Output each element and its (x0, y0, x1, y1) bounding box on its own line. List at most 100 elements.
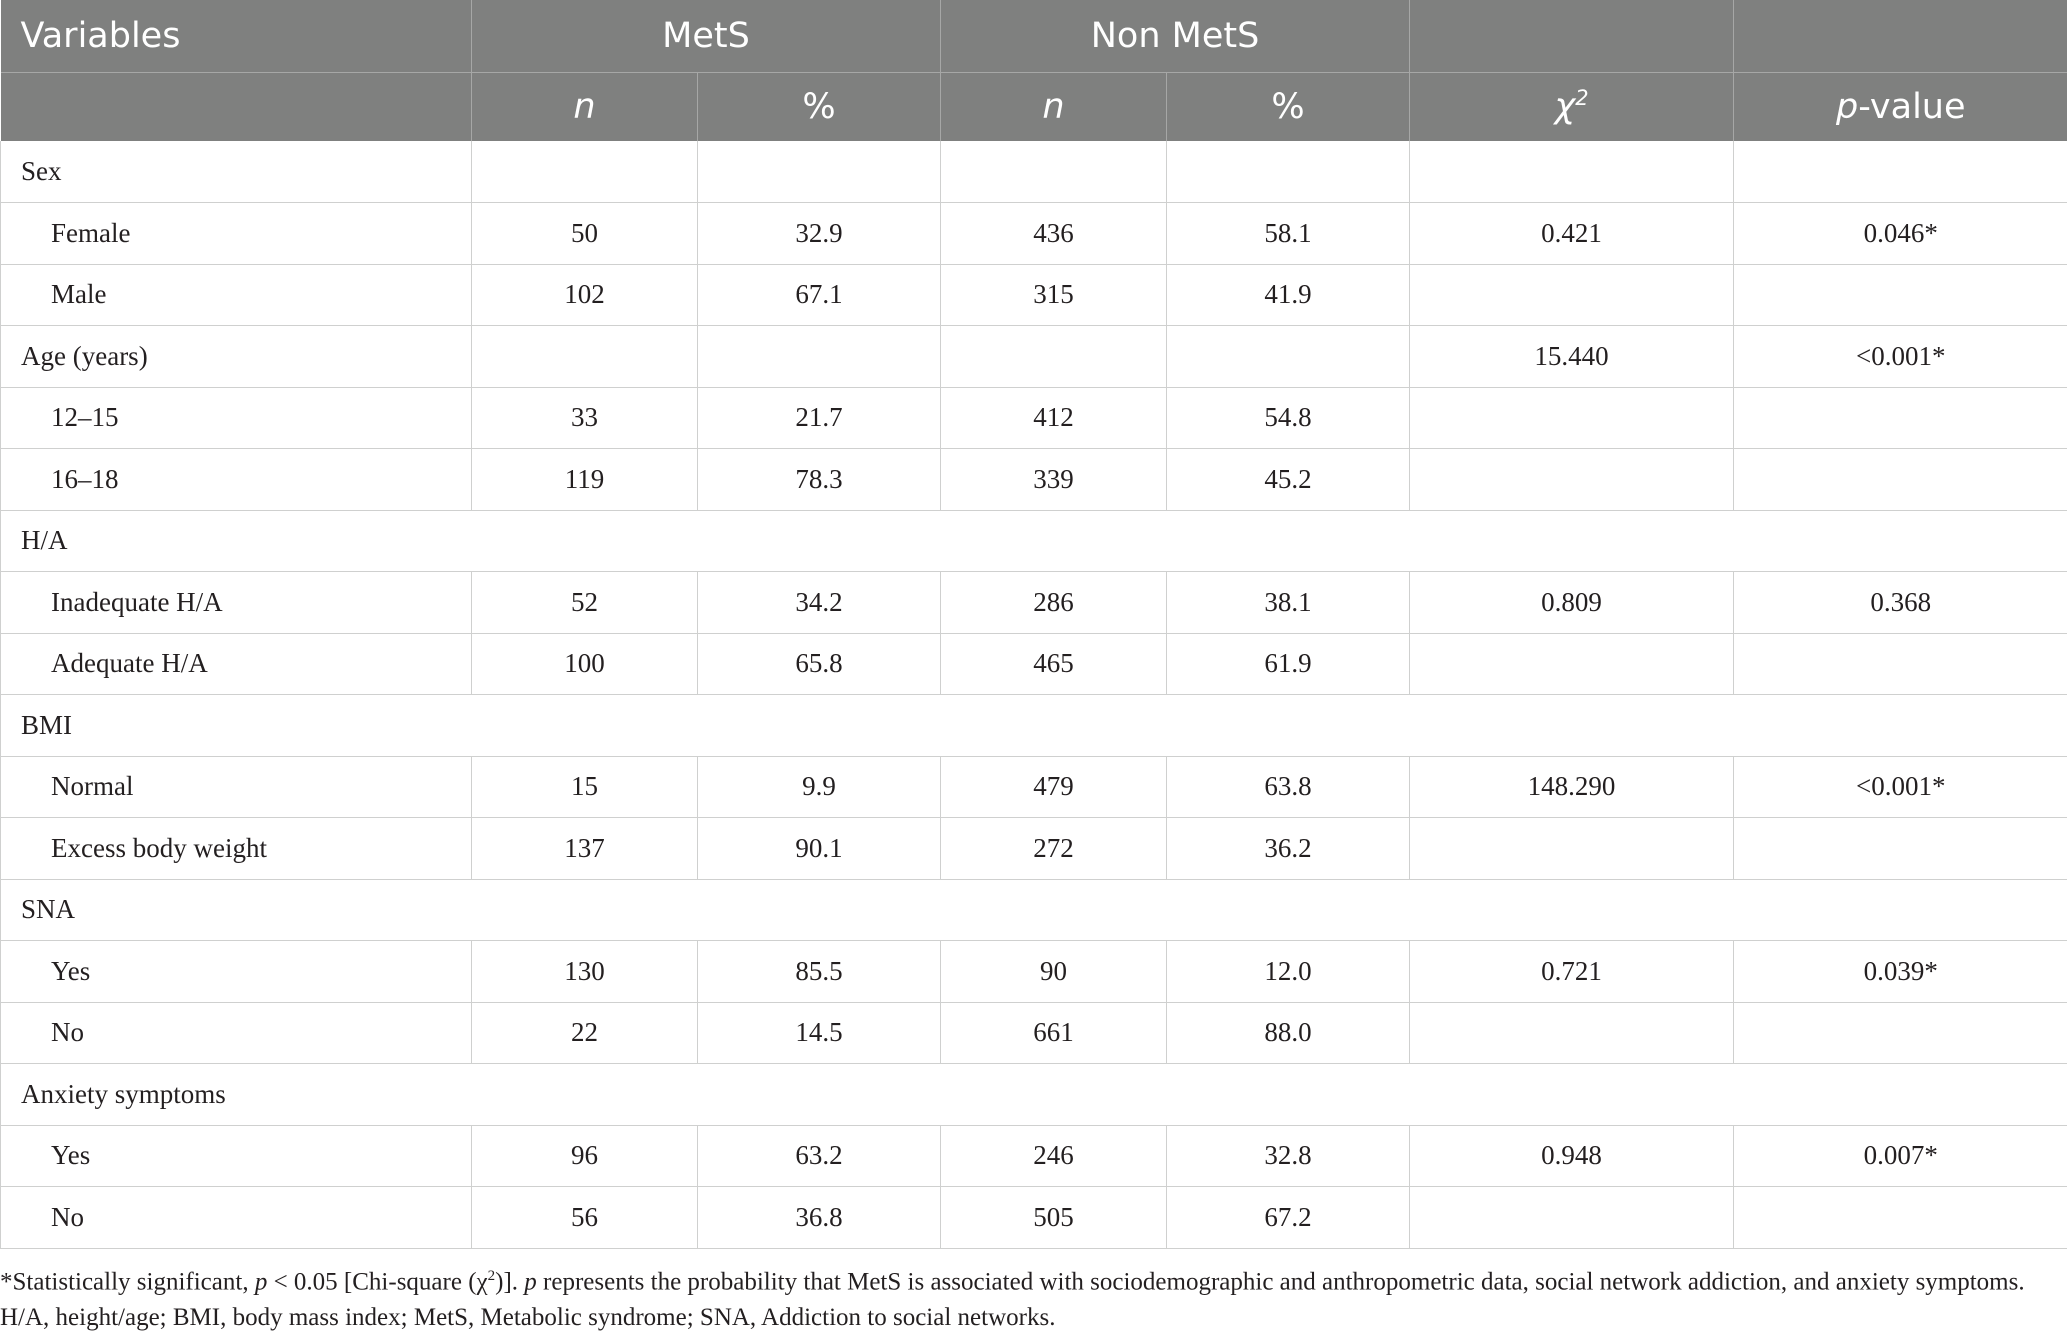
header-blank-chi (1409, 0, 1734, 73)
table-row: 12–15 33 21.7 412 54.8 (0, 387, 2067, 449)
header-non-mets: Non MetS (940, 0, 1410, 73)
table-row: Yes 130 85.5 90 12.0 0.721 0.039* (0, 940, 2067, 1003)
non-mets-pct-cell: 67.2 (1166, 1186, 1410, 1249)
table-category-row: Sex (0, 141, 2067, 203)
mets-n-cell: 130 (471, 940, 698, 1003)
table-category-row: H/A (0, 510, 2067, 572)
mets-pct-cell: 63.2 (696, 1125, 941, 1187)
header-blank-p (1733, 0, 2067, 73)
header-p-value: p-value (1733, 72, 2067, 141)
table-row: Excess body weight 137 90.1 272 36.2 (0, 817, 2067, 880)
non-mets-pct-cell: 61.9 (1166, 633, 1410, 695)
non-mets-n-cell: 412 (940, 387, 1167, 449)
p-value-suffix: -value (1858, 86, 1966, 127)
non-mets-pct-cell: 54.8 (1166, 387, 1410, 449)
chi-square-cell (1409, 264, 1734, 326)
header-mets-pct: % (696, 72, 941, 141)
non-mets-n-cell: 246 (940, 1125, 1167, 1187)
non-mets-pct-cell: 88.0 (1166, 1002, 1410, 1064)
mets-n-cell (471, 141, 698, 203)
table-row: Normal 15 9.9 479 63.8 148.290 <0.001* (0, 756, 2067, 818)
chi-superscript: 2 (1575, 86, 1589, 111)
p-letter: p (1836, 86, 1859, 127)
p-value-cell (1733, 141, 2067, 203)
table-row: Male 102 67.1 315 41.9 (0, 264, 2067, 326)
non-mets-pct-cell: 45.2 (1166, 448, 1410, 511)
p-value-cell (1733, 633, 2067, 695)
header-non-mets-n: n (940, 72, 1167, 141)
row-label: Inadequate H/A (0, 571, 472, 634)
p-value-cell: 0.368 (1733, 571, 2067, 634)
mets-n-cell (471, 325, 698, 388)
results-table: Variables MetS Non MetS n % n % χ2 p-val… (0, 0, 2067, 1249)
category-label: H/A (0, 510, 2067, 572)
mets-pct-cell: 21.7 (696, 387, 941, 449)
header-variables: Variables (0, 0, 472, 73)
category-label: SNA (0, 879, 2067, 941)
mets-n-cell: 50 (471, 202, 698, 265)
non-mets-n-cell: 286 (940, 571, 1167, 634)
non-mets-pct-cell (1166, 325, 1410, 388)
non-mets-pct-cell: 58.1 (1166, 202, 1410, 265)
p-value-cell (1733, 264, 2067, 326)
table-row: No 22 14.5 661 88.0 (0, 1002, 2067, 1064)
table-row: Inadequate H/A 52 34.2 286 38.1 0.809 0.368 (0, 571, 2067, 634)
header-non-mets-pct: % (1166, 72, 1410, 141)
chi-square-cell: 15.440 (1409, 325, 1734, 388)
category-label: Sex (0, 141, 472, 203)
p-value-cell (1733, 1186, 2067, 1249)
row-label: Yes (0, 1125, 472, 1187)
table-category-row: Age (years) 15.440 <0.001* (0, 325, 2067, 388)
mets-n-cell: 100 (471, 633, 698, 695)
footnote-sup: 2 (487, 1268, 496, 1284)
mets-n-cell: 119 (471, 448, 698, 511)
row-label: No (0, 1186, 472, 1249)
non-mets-n-cell: 90 (940, 940, 1167, 1003)
non-mets-n-cell: 479 (940, 756, 1167, 818)
table-row: Adequate H/A 100 65.8 465 61.9 (0, 633, 2067, 695)
mets-pct-cell: 78.3 (696, 448, 941, 511)
mets-n-cell: 52 (471, 571, 698, 634)
non-mets-n-cell (940, 325, 1167, 388)
footnote-p-1: p (254, 1268, 268, 1296)
mets-pct-cell: 34.2 (696, 571, 941, 634)
mets-n-cell: 102 (471, 264, 698, 326)
row-label: 16–18 (0, 448, 472, 511)
footnote-text-1: *Statistically significant, (0, 1268, 255, 1296)
row-label: Excess body weight (0, 817, 472, 880)
mets-pct-cell: 85.5 (696, 940, 941, 1003)
category-label: BMI (0, 694, 2067, 757)
non-mets-n-cell (940, 141, 1167, 203)
mets-pct-cell: 90.1 (696, 817, 941, 880)
chi-square-cell: 0.809 (1409, 571, 1734, 634)
mets-pct-cell: 36.8 (696, 1186, 941, 1249)
p-value-cell: <0.001* (1733, 325, 2067, 388)
mets-pct-cell: 9.9 (696, 756, 941, 818)
p-value-cell: 0.039* (1733, 940, 2067, 1003)
chi-square-cell (1409, 1002, 1734, 1064)
non-mets-n-cell: 339 (940, 448, 1167, 511)
mets-pct-cell (696, 141, 941, 203)
mets-pct-cell (696, 325, 941, 388)
header-mets-n: n (471, 72, 698, 141)
non-mets-n-cell: 315 (940, 264, 1167, 326)
row-label: No (0, 1002, 472, 1064)
non-mets-pct-cell: 41.9 (1166, 264, 1410, 326)
row-label: Male (0, 264, 472, 326)
table-row: No 56 36.8 505 67.2 (0, 1186, 2067, 1249)
mets-pct-cell: 32.9 (696, 202, 941, 265)
mets-n-cell: 22 (471, 1002, 698, 1064)
footnote-text-4: represents the probability that MetS is … (0, 1268, 2025, 1332)
table-footnote: *Statistically significant, p < 0.05 [Ch… (0, 1258, 2050, 1336)
row-label: 12–15 (0, 387, 472, 449)
non-mets-n-cell: 661 (940, 1002, 1167, 1064)
p-value-cell (1733, 817, 2067, 880)
mets-pct-cell: 14.5 (696, 1002, 941, 1064)
non-mets-n-cell: 465 (940, 633, 1167, 695)
chi-square-cell: 0.948 (1409, 1125, 1734, 1187)
chi-square-cell (1409, 387, 1734, 449)
chi-square-cell (1409, 817, 1734, 880)
p-value-cell: 0.007* (1733, 1125, 2067, 1187)
non-mets-n-cell: 436 (940, 202, 1167, 265)
mets-n-cell: 15 (471, 756, 698, 818)
